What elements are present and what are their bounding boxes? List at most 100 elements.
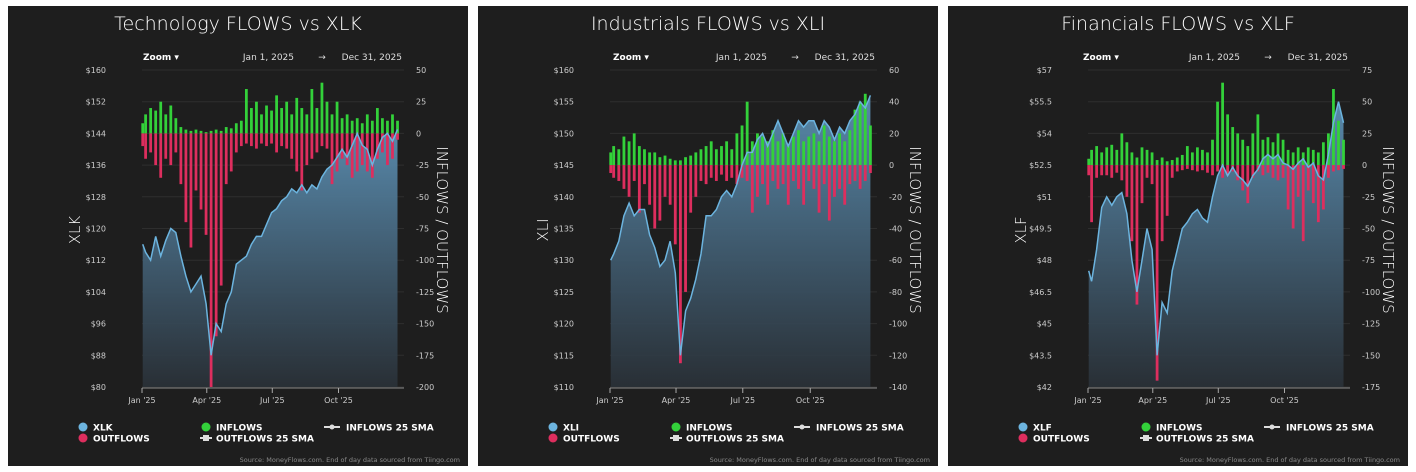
inflow-bar <box>295 97 299 134</box>
outflow-bar <box>1311 165 1315 204</box>
outflow-bar <box>164 133 168 159</box>
outflow-bar <box>1286 165 1290 210</box>
outflow-bar <box>838 165 842 189</box>
inflow-bar <box>838 133 842 166</box>
inflow-bar <box>1150 152 1154 166</box>
inflow-bar <box>320 82 324 134</box>
y-tick-label: $120 <box>554 320 574 329</box>
outflow-bar <box>1135 165 1139 305</box>
inflow-bar <box>694 152 698 166</box>
inflow-bar <box>637 146 641 166</box>
outflow-bar <box>817 165 821 213</box>
legend-item[interactable]: OUTFLOWS 25 SMA <box>1156 435 1254 445</box>
inflow-bar <box>1165 161 1169 166</box>
inflow-bar <box>1281 139 1285 166</box>
date-range[interactable]: Dec 31, 2025 <box>815 53 875 63</box>
y2-tick-label: -175 <box>1362 383 1380 392</box>
inflow-bar <box>761 136 764 166</box>
legend-item[interactable]: OUTFLOWS 25 SMA <box>686 435 784 445</box>
outflow-bar <box>360 133 364 166</box>
inflow-bar <box>199 130 203 134</box>
outflow-bar <box>1321 165 1325 210</box>
outflow-bar <box>863 165 867 181</box>
date-range-start[interactable]: Jan 1, 2025 <box>715 53 767 63</box>
inflow-bar <box>396 120 399 134</box>
outflow-bar <box>858 165 862 189</box>
inflow-bar <box>1087 158 1091 166</box>
outflow-bar <box>822 165 826 185</box>
y-tick-label: $45 <box>1037 320 1052 329</box>
outflow-bar <box>315 133 319 153</box>
y-tick-label: $55.5 <box>1029 98 1052 107</box>
outflow-bar <box>679 165 682 364</box>
date-range[interactable]: Dec 31, 2025 <box>1288 53 1348 63</box>
inflow-bar <box>310 89 314 134</box>
y-tick-label: $110 <box>554 383 574 392</box>
outflow-bar <box>848 165 852 185</box>
outflow-bar <box>1221 165 1224 178</box>
y-tick-label: $135 <box>554 225 574 234</box>
outflow-bar <box>300 133 304 191</box>
y2-tick-label: -100 <box>416 256 434 265</box>
x-tick-label: Jul '25 <box>729 396 755 405</box>
inflow-bar <box>1170 160 1174 166</box>
legend-item[interactable]: INFLOWS <box>686 424 733 434</box>
legend-item[interactable]: INFLOWS 25 SMA <box>816 424 904 434</box>
outflow-bar <box>199 133 203 210</box>
inflow-bar <box>365 114 369 134</box>
inflow-bar <box>1115 149 1119 166</box>
legend-item[interactable]: XLI <box>563 424 579 434</box>
y-tick-label: $125 <box>554 288 574 297</box>
legend-item[interactable]: INFLOWS <box>216 424 263 434</box>
price-area <box>610 95 871 388</box>
inflow-bar <box>1291 152 1295 166</box>
legend-marker <box>329 424 335 430</box>
legend-item[interactable]: OUTFLOWS <box>1033 435 1090 445</box>
legend-item[interactable]: XLK <box>93 424 114 434</box>
inflow-bar <box>1327 133 1330 166</box>
outflow-bar <box>189 133 193 248</box>
y2-tick-label: -140 <box>889 383 907 392</box>
legend-item[interactable]: INFLOWS <box>1156 424 1203 434</box>
legend-item[interactable]: OUTFLOWS <box>563 435 620 445</box>
zoom-menu[interactable]: Zoom ▾ <box>143 53 179 63</box>
price-line <box>1087 101 1345 356</box>
y2-tick-label: -75 <box>1362 256 1375 265</box>
inflow-bar <box>275 95 278 134</box>
date-range[interactable]: Dec 31, 2025 <box>342 53 402 63</box>
zoom-menu[interactable]: Zoom ▾ <box>613 53 649 63</box>
outflow-bar <box>730 165 734 178</box>
legend-item[interactable]: OUTFLOWS 25 SMA <box>216 435 314 445</box>
outflow-bar <box>1145 165 1149 178</box>
inflow-bar <box>745 101 749 166</box>
outflow-bar <box>1115 165 1119 173</box>
x-tick-label: Oct '25 <box>1270 396 1299 405</box>
outflow-bar <box>1175 165 1179 172</box>
outflow-bar <box>1120 165 1124 181</box>
inflow-bar <box>244 89 248 134</box>
inflow-bar <box>663 155 667 166</box>
y2-axis-title: INFLOWS / OUTFLOWS <box>433 146 451 313</box>
outflow-bar <box>209 133 213 387</box>
legend-item[interactable]: XLF <box>1033 424 1052 434</box>
outflow-bar <box>663 165 667 197</box>
legend-item[interactable]: INFLOWS 25 SMA <box>1286 424 1374 434</box>
legend-item[interactable]: OUTFLOWS <box>93 435 150 445</box>
inflow-bar <box>315 108 319 134</box>
outflow-bar <box>244 133 248 144</box>
outflow-bar <box>144 133 147 159</box>
date-range-start[interactable]: Jan 1, 2025 <box>242 53 294 63</box>
outflow-bar <box>673 165 677 245</box>
outflow-bar <box>1301 165 1305 242</box>
inflow-bar <box>1180 154 1184 166</box>
inflow-bar <box>345 114 349 134</box>
legend-item[interactable]: INFLOWS 25 SMA <box>346 424 434 434</box>
inflow-bar <box>643 149 646 166</box>
date-range-start[interactable]: Jan 1, 2025 <box>1188 53 1240 63</box>
y2-tick-label: -150 <box>416 320 434 329</box>
y-tick-label: $120 <box>86 225 106 234</box>
zoom-menu[interactable]: Zoom ▾ <box>1083 53 1119 63</box>
inflow-bar <box>740 125 744 166</box>
inflow-bar <box>827 136 831 166</box>
inflow-bar <box>1231 127 1235 166</box>
